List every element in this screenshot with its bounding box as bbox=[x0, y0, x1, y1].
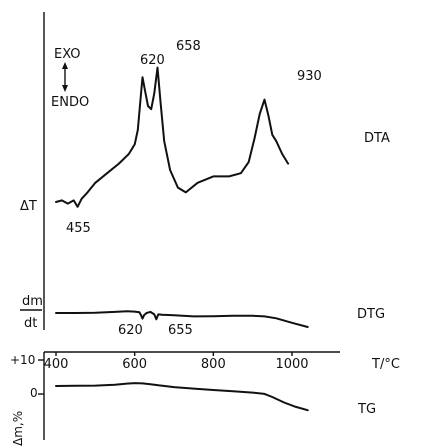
x-tick-label-1000: 1000 bbox=[275, 357, 308, 372]
dta-series-line bbox=[55, 66, 290, 208]
dta-trough-label-455: 455 bbox=[66, 221, 91, 236]
endo-label: ENDO bbox=[51, 95, 89, 110]
tg-tick-plus10: +10 bbox=[10, 353, 35, 367]
dtg-min-label-620: 620 bbox=[118, 323, 143, 338]
tg-tick-zero: 0 bbox=[30, 386, 38, 400]
dta-peak-label-930: 930 bbox=[297, 69, 322, 84]
tg-ylabel: Δm,% bbox=[11, 411, 25, 446]
dtg-series-name: DTG bbox=[357, 307, 385, 322]
dta-ylabel: ΔT bbox=[20, 199, 37, 214]
tg-series-name: TG bbox=[357, 402, 376, 417]
dta-peak-label-620: 620 bbox=[140, 53, 165, 68]
x-tick-label-600: 600 bbox=[122, 357, 147, 372]
tg-series-line bbox=[55, 382, 309, 412]
dtg-min-label-655: 655 bbox=[168, 323, 193, 338]
x-tick-label-400: 400 bbox=[44, 357, 69, 372]
dta-peak-label-658: 658 bbox=[176, 39, 201, 54]
exo-label: EXO bbox=[54, 47, 81, 62]
dtg-series-line bbox=[55, 310, 309, 328]
endo-arrowhead-icon bbox=[62, 85, 68, 92]
exo-arrowhead-icon bbox=[62, 62, 68, 69]
dtg-ylabel-numerator: dm bbox=[22, 294, 43, 309]
temperature-axis-ticks: 400 600 800 1000 bbox=[44, 352, 309, 372]
dta-series-name: DTA bbox=[364, 131, 390, 146]
x-tick-label-800: 800 bbox=[201, 357, 226, 372]
temperature-axis-label: T/°C bbox=[371, 357, 400, 372]
dtg-ylabel-denominator: dt bbox=[24, 316, 37, 331]
